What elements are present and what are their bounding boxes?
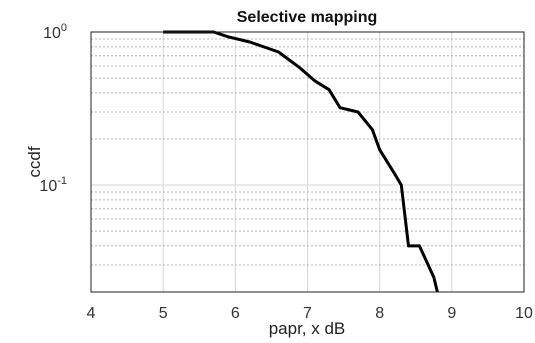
- x-tick-label: 6: [231, 305, 240, 322]
- series-layer: [163, 30, 439, 293]
- x-tick-label: 9: [447, 305, 456, 322]
- ccdf-curve: [163, 30, 439, 293]
- y-tick-exponent: 0: [61, 22, 67, 34]
- x-axis-label: papr, x dB: [269, 319, 346, 338]
- y-tick-exponent: -1: [57, 175, 67, 187]
- plot-frame: [90, 31, 525, 293]
- y-axis-label: ccdf: [25, 146, 44, 177]
- chart-title: Selective mapping: [237, 9, 378, 26]
- x-tick-label: 4: [87, 305, 96, 322]
- x-tick-label: 5: [159, 305, 168, 322]
- y-tick-label: 100: [43, 22, 67, 42]
- x-tick-label: 7: [303, 305, 312, 322]
- x-tick-label: 8: [375, 305, 384, 322]
- x-tick-labels: 4 5 6 7 8 9 10: [87, 305, 533, 322]
- x-tick-label: 10: [515, 305, 533, 322]
